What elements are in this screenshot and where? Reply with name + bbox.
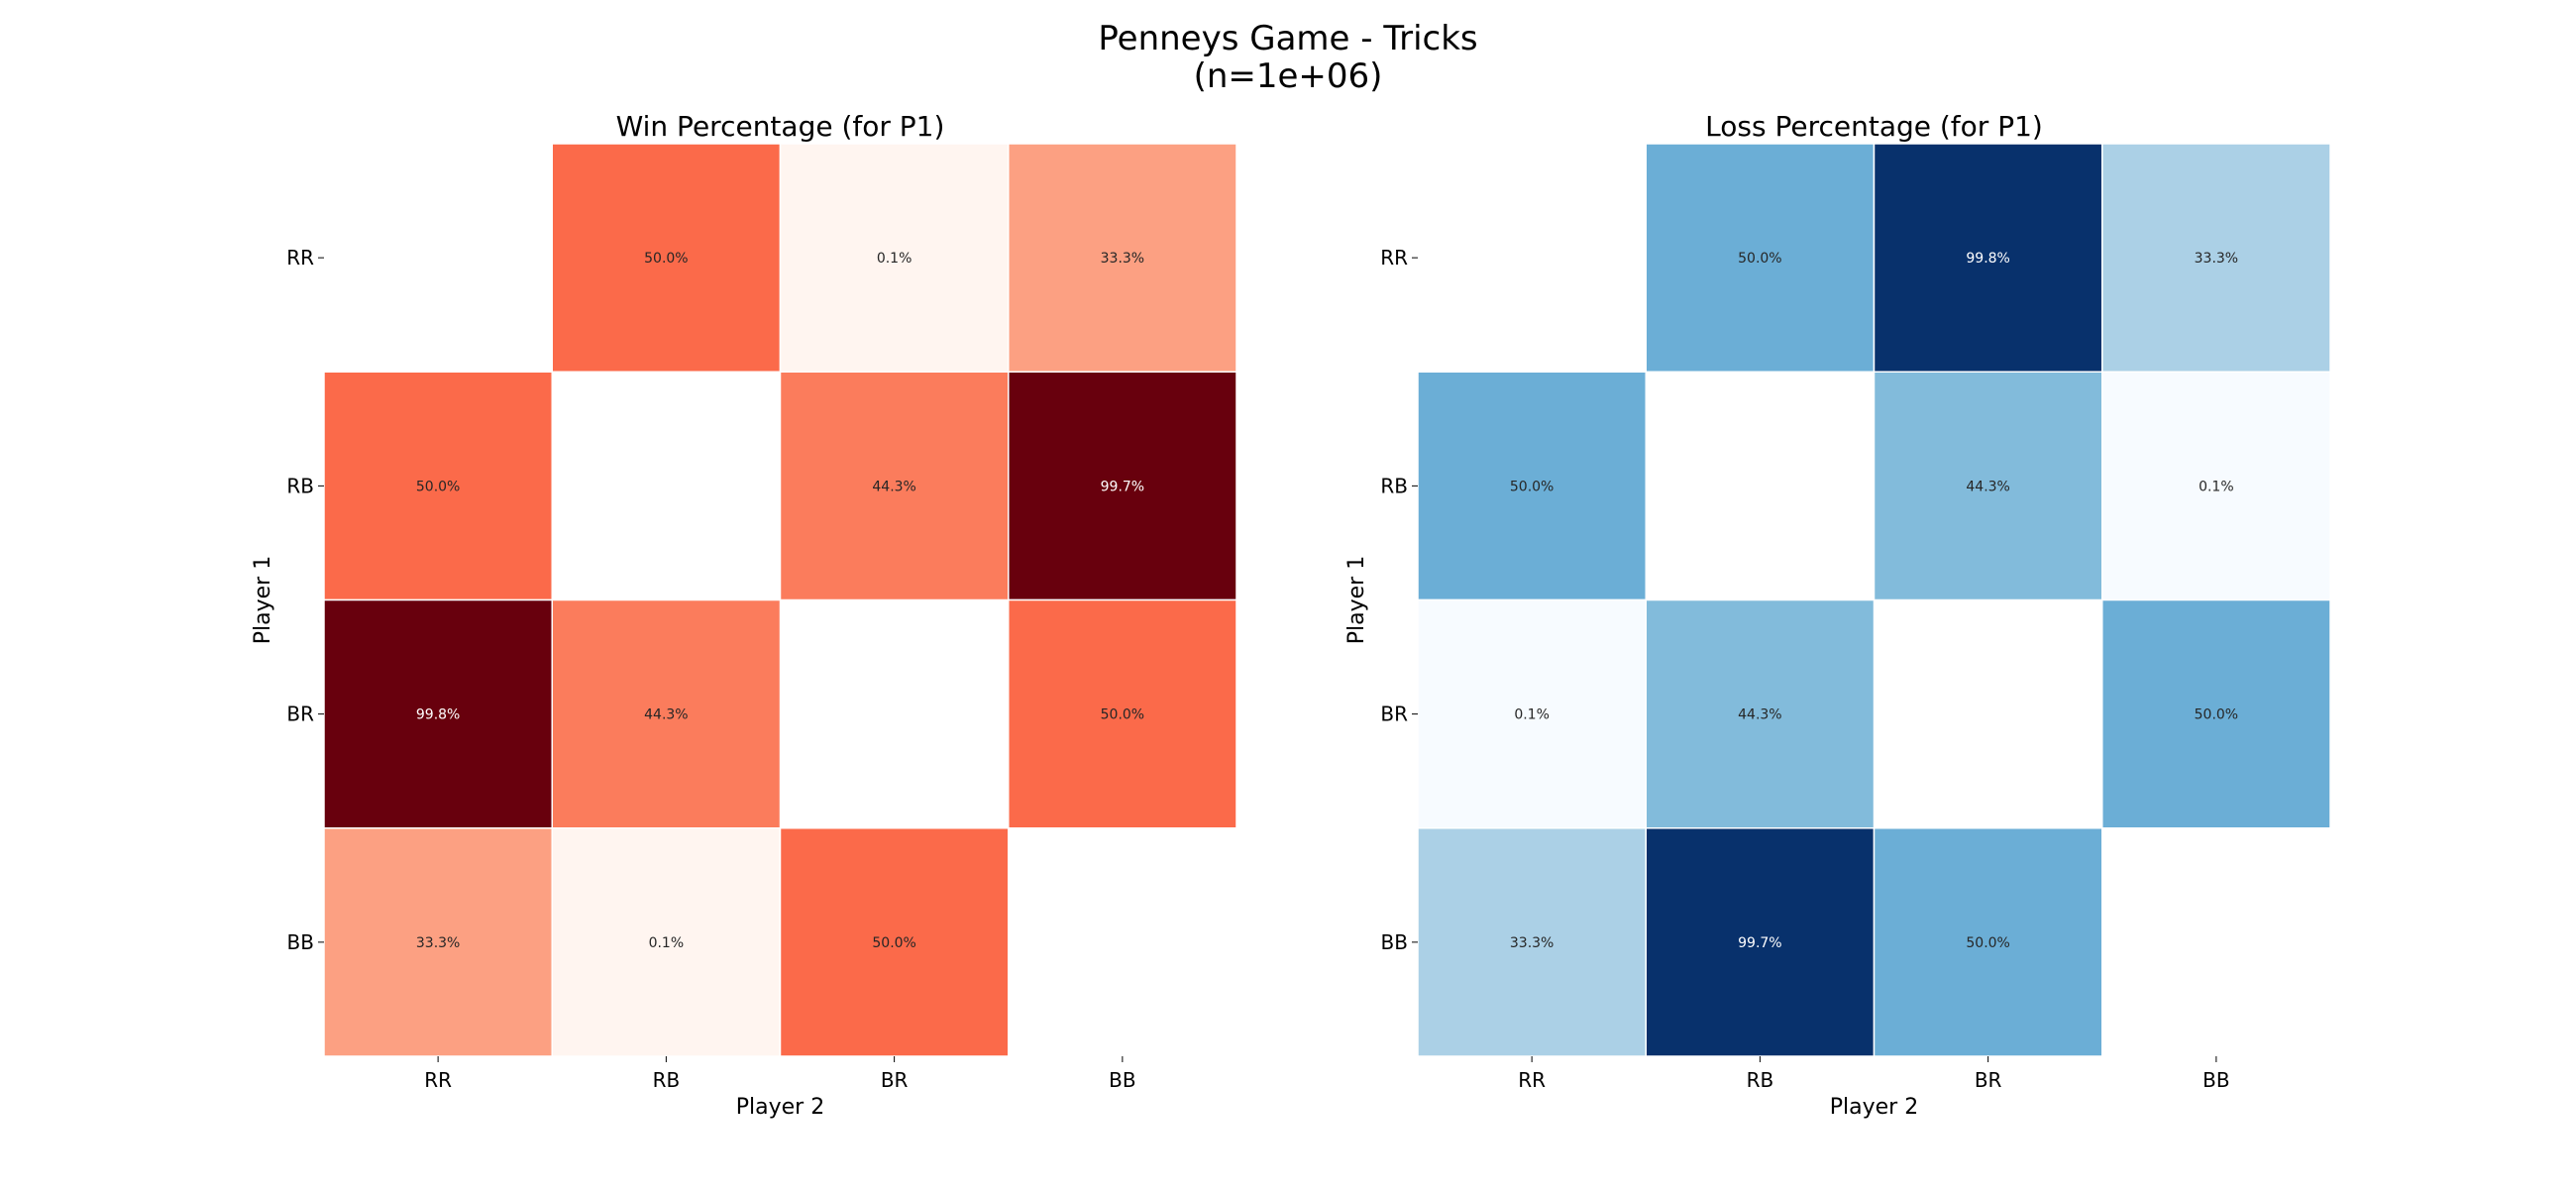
heatmap-cell — [1873, 371, 2103, 601]
win-percentage-heatmap: Win Percentage (for P1) 50.0% 0.1% 33.3% 50.… — [251, 110, 1237, 1120]
cell-value-label: 44.3% — [1966, 479, 2009, 494]
x-tick-label: RR — [1518, 1068, 1546, 1092]
cell-value-label: 44.3% — [1738, 707, 1781, 723]
cell-value-label: 50.0% — [416, 479, 460, 494]
cell-value-label: 0.1% — [877, 251, 912, 267]
loss-percentage-heatmap: Loss Percentage (for P1) 50.0% 99.8% 33.3% 5… — [1344, 110, 2331, 1120]
heatmap-cell — [551, 598, 782, 829]
cell-value-label: 99.8% — [1966, 251, 2009, 267]
cell-value-label: 0.1% — [1514, 707, 1550, 723]
heatmap-cell — [1645, 143, 1876, 373]
cell-value-label: 44.3% — [644, 707, 688, 723]
heatmap-cell — [779, 371, 1010, 601]
heatmap-title: Loss Percentage (for P1) — [1705, 110, 2043, 143]
heatmap-cell — [2101, 143, 2331, 373]
y-tick-label: BR — [286, 703, 314, 726]
y-tick-label: BB — [1381, 930, 1408, 954]
cell-value-label: 50.0% — [1966, 935, 2009, 951]
heatmap-cell — [1008, 598, 1237, 829]
x-axis-label: Player 2 — [736, 1095, 824, 1120]
x-tick-label: BB — [1109, 1068, 1135, 1092]
figure-subtitle: (n=1e+06) — [1194, 56, 1383, 96]
y-tick-label: BR — [1380, 703, 1408, 726]
y-tick-label: BB — [287, 930, 314, 954]
heatmap-cell — [779, 827, 1010, 1057]
x-tick-label: BR — [1975, 1068, 2002, 1092]
cell-value-label: 99.8% — [416, 707, 460, 723]
y-tick-label: RR — [286, 246, 314, 270]
heatmap-title: Win Percentage (for P1) — [616, 110, 945, 143]
heatmap-cell — [779, 143, 1010, 373]
x-tick-label: BR — [881, 1068, 909, 1092]
heatmap-cell — [1873, 143, 2103, 373]
heatmap-cell — [1873, 827, 2103, 1057]
heatmap-cell — [2101, 598, 2331, 829]
x-tick-label: RB — [653, 1068, 681, 1092]
cell-value-label: 99.7% — [1738, 935, 1781, 951]
y-tick-label: RB — [286, 474, 314, 497]
cell-value-label: 33.3% — [416, 935, 460, 951]
cell-value-label: 50.0% — [872, 935, 915, 951]
heatmap-cell — [1645, 827, 1876, 1057]
cell-value-label: 33.3% — [1101, 251, 1144, 267]
cell-value-label: 50.0% — [2195, 707, 2238, 723]
heatmap-cell — [1417, 371, 1647, 601]
cell-value-label: 33.3% — [2195, 251, 2238, 267]
y-tick-label: RB — [1380, 474, 1408, 497]
heatmap-cell — [551, 143, 782, 373]
x-axis-label: Player 2 — [1830, 1095, 1918, 1120]
cell-value-label: 50.0% — [1738, 251, 1781, 267]
heatmap-cell — [323, 598, 553, 829]
y-tick-label: RR — [1380, 246, 1408, 270]
cell-value-label: 33.3% — [1510, 935, 1554, 951]
x-tick-label: RR — [424, 1068, 452, 1092]
figure-title: Penneys Game - Tricks — [1098, 19, 1477, 58]
heatmap-cell — [2101, 371, 2331, 601]
cell-value-label: 0.1% — [649, 935, 685, 951]
cell-value-label: 99.7% — [1101, 479, 1144, 494]
cell-value-label: 0.1% — [2199, 479, 2234, 494]
x-tick-label: RB — [1747, 1068, 1774, 1092]
heatmap-cell — [1645, 598, 1876, 829]
x-tick-label: BB — [2202, 1068, 2229, 1092]
cell-value-label: 44.3% — [872, 479, 915, 494]
y-axis-label: Player 1 — [251, 556, 275, 644]
cell-value-label: 50.0% — [1510, 479, 1554, 494]
heatmap-cell — [1417, 598, 1647, 829]
cell-value-label: 50.0% — [1101, 707, 1144, 723]
heatmap-cell — [323, 371, 553, 601]
y-axis-label: Player 1 — [1344, 556, 1369, 644]
heatmap-cell — [1008, 143, 1237, 373]
heatmap-cell — [1008, 371, 1237, 601]
cell-value-label: 50.0% — [644, 251, 688, 267]
heatmap-cell — [323, 827, 553, 1057]
